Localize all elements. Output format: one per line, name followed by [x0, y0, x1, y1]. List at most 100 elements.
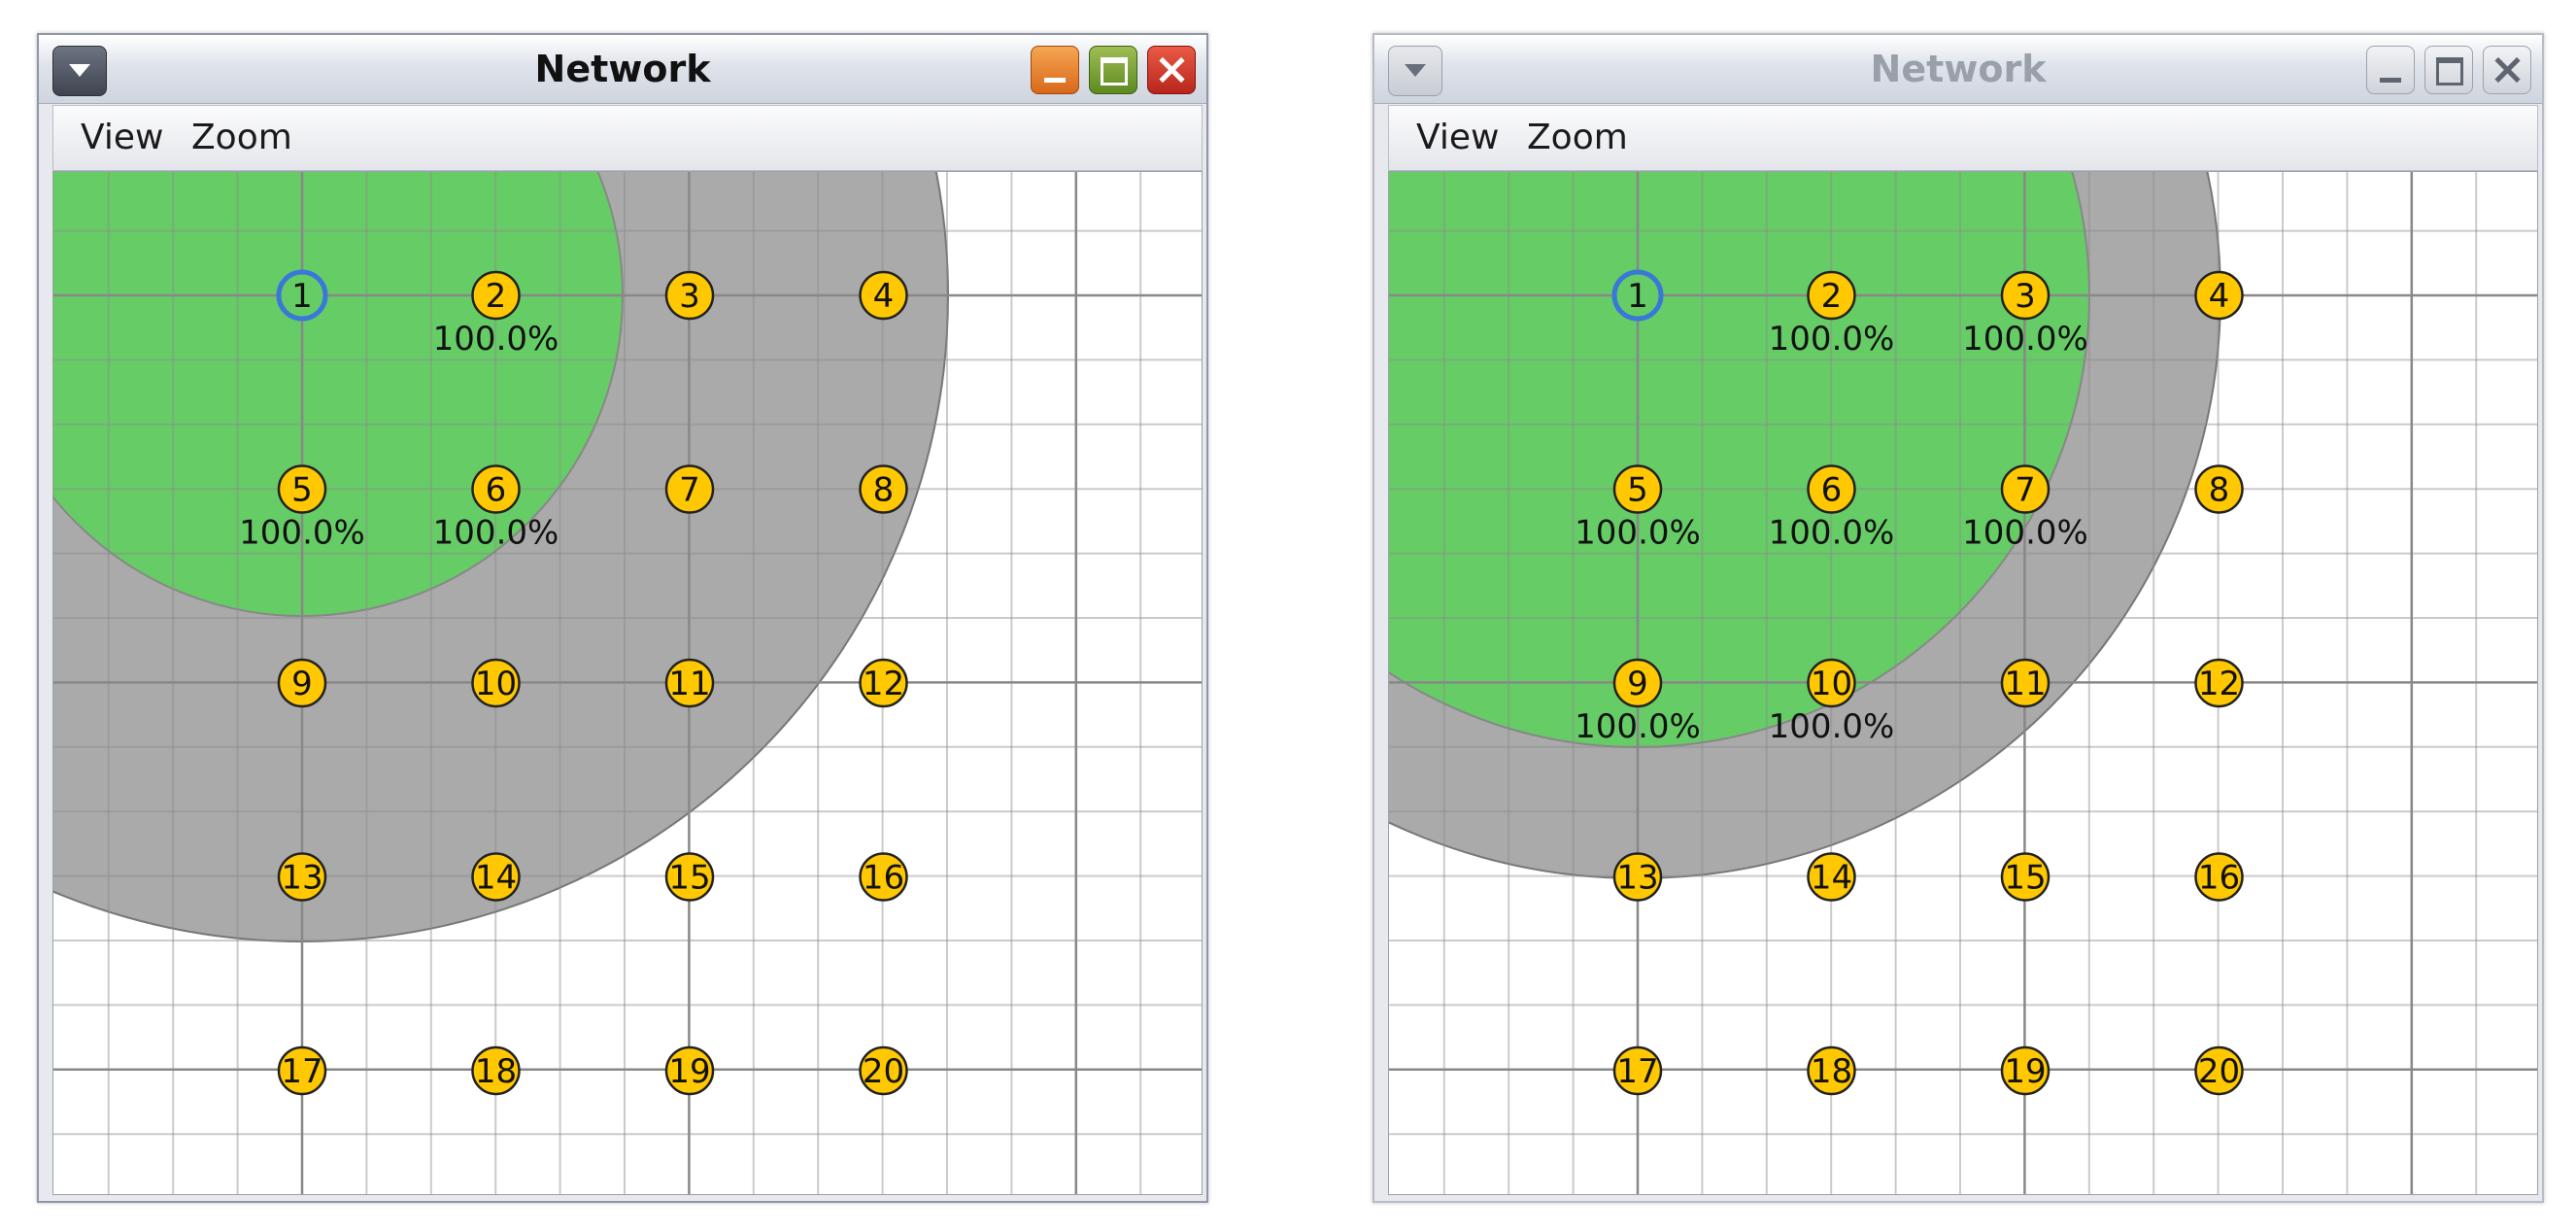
node-19[interactable]: 19 [664, 1045, 715, 1096]
node-14[interactable]: 14 [471, 852, 521, 902]
node-circle[interactable] [471, 1045, 521, 1096]
node-circle[interactable] [664, 1045, 715, 1096]
menu-view[interactable]: View [1416, 118, 1500, 157]
node-circle[interactable] [859, 464, 908, 514]
node-label: 4 [873, 277, 895, 316]
node-1[interactable]: 1 [276, 269, 328, 322]
node-7[interactable]: 7 [664, 464, 715, 514]
node-circle[interactable] [2000, 1045, 2051, 1096]
node-10[interactable]: 10 [471, 658, 521, 708]
node-10[interactable]: 10 100.0% [1769, 658, 1895, 746]
node-circle[interactable] [2000, 464, 2051, 514]
node-4[interactable]: 4 [859, 270, 908, 321]
node-circle[interactable] [859, 270, 908, 321]
node-14[interactable]: 14 [1807, 852, 1856, 902]
node-circle[interactable] [2194, 852, 2244, 902]
node-18[interactable]: 18 [471, 1045, 521, 1096]
node-13[interactable]: 13 [1612, 852, 1663, 902]
window-menu-icon[interactable] [1388, 46, 1442, 96]
node-12[interactable]: 12 [859, 658, 908, 708]
node-9[interactable]: 9 100.0% [1575, 658, 1701, 746]
node-16[interactable]: 16 [2194, 852, 2244, 902]
node-circle[interactable] [1612, 464, 1663, 514]
node-17[interactable]: 17 [277, 1045, 327, 1096]
network-canvas[interactable]: 1 2 100.0% 3 4 5 100.0% 6 100.0% 7 8 9 10 11 12 13 14 15 1… [52, 171, 1203, 1195]
node-circle[interactable] [2000, 852, 2051, 902]
node-circle[interactable] [471, 464, 521, 514]
node-circle[interactable] [471, 270, 521, 321]
node-circle[interactable] [1612, 658, 1663, 708]
node-label: 14 [1811, 859, 1852, 898]
node-7[interactable]: 7 100.0% [1962, 464, 2088, 553]
node-circle[interactable] [1807, 658, 1856, 708]
node-16[interactable]: 16 [859, 852, 908, 902]
node-circle[interactable] [664, 464, 715, 514]
node-circle[interactable] [471, 852, 521, 902]
node-circle[interactable] [1612, 852, 1663, 902]
node-circle[interactable] [2194, 1045, 2244, 1096]
node-circle[interactable] [276, 269, 328, 322]
node-circle[interactable] [1807, 1045, 1856, 1096]
node-circle[interactable] [277, 464, 327, 514]
node-circle[interactable] [2000, 270, 2051, 321]
node-circle[interactable] [2194, 658, 2244, 708]
title-bar[interactable]: Network [1374, 35, 2542, 104]
node-circle[interactable] [1612, 1045, 1663, 1096]
node-circle[interactable] [859, 1045, 908, 1096]
node-12[interactable]: 12 [2194, 658, 2244, 708]
node-circle[interactable] [664, 270, 715, 321]
node-11[interactable]: 11 [2000, 658, 2051, 708]
node-circle[interactable] [1807, 464, 1856, 514]
node-9[interactable]: 9 [277, 658, 327, 708]
node-19[interactable]: 19 [2000, 1045, 2051, 1096]
close-icon[interactable] [1147, 46, 1196, 94]
node-circle[interactable] [277, 658, 327, 708]
node-circle[interactable] [277, 852, 327, 902]
menu-zoom[interactable]: Zoom [1527, 118, 1628, 157]
node-circle[interactable] [2194, 464, 2244, 514]
node-8[interactable]: 8 [859, 464, 908, 514]
node-6[interactable]: 6 100.0% [1769, 464, 1895, 553]
node-8[interactable]: 8 [2194, 464, 2244, 514]
node-circle[interactable] [2194, 270, 2244, 321]
minimize-icon[interactable] [1031, 46, 1079, 94]
node-15[interactable]: 15 [664, 852, 715, 902]
maximize-icon[interactable] [2424, 46, 2473, 94]
window-menu-icon[interactable] [52, 46, 107, 96]
node-15[interactable]: 15 [2000, 852, 2051, 902]
node-circle[interactable] [471, 658, 521, 708]
node-circle[interactable] [277, 1045, 327, 1096]
menu-zoom[interactable]: Zoom [191, 118, 292, 157]
node-1[interactable]: 1 [1611, 269, 1664, 322]
title-bar[interactable]: Network [39, 35, 1206, 104]
node-circle[interactable] [1807, 852, 1856, 902]
node-13[interactable]: 13 [277, 852, 327, 902]
minimize-icon[interactable] [2366, 46, 2415, 94]
network-canvas[interactable]: 1 2 100.0% 3 100.0% 4 5 100.0% 6 100.0% 7 100.0% 8 9 1… [1388, 171, 2538, 1195]
node-3[interactable]: 3 [664, 270, 715, 321]
node-4[interactable]: 4 [2194, 270, 2244, 321]
node-17[interactable]: 17 [1612, 1045, 1663, 1096]
node-2[interactable]: 2 100.0% [433, 270, 559, 359]
node-11[interactable]: 11 [664, 658, 715, 708]
node-2[interactable]: 2 100.0% [1769, 270, 1895, 359]
maximize-icon[interactable] [1089, 46, 1137, 94]
node-20[interactable]: 20 [859, 1045, 908, 1096]
node-18[interactable]: 18 [1807, 1045, 1856, 1096]
node-5[interactable]: 5 100.0% [1575, 464, 1701, 553]
node-circle[interactable] [859, 852, 908, 902]
node-circle[interactable] [664, 852, 715, 902]
node-6[interactable]: 6 100.0% [433, 464, 559, 553]
node-circle[interactable] [1611, 269, 1664, 322]
node-circle[interactable] [859, 658, 908, 708]
node-circle[interactable] [664, 658, 715, 708]
menu-view[interactable]: View [81, 118, 164, 157]
node-5[interactable]: 5 100.0% [239, 464, 365, 553]
node-20[interactable]: 20 [2194, 1045, 2244, 1096]
close-icon[interactable] [2483, 46, 2531, 94]
node-3[interactable]: 3 100.0% [1962, 270, 2088, 359]
node-circle[interactable] [2000, 658, 2051, 708]
node-circle[interactable] [1807, 270, 1856, 321]
